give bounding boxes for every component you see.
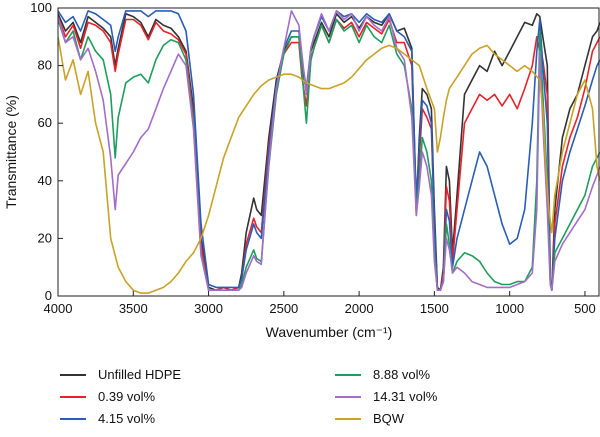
series-line-3: [58, 10, 600, 292]
series-line-4: [58, 18, 600, 292]
legend-item: BQW: [335, 411, 405, 426]
series-layer: [58, 10, 600, 294]
x-axis-title: Wavenumber (cm⁻¹): [266, 324, 393, 340]
legend-item: 4.15 vol%: [60, 411, 156, 426]
legend-item: 14.31 vol%: [335, 389, 438, 404]
y-axis-title: Transmittance (%): [3, 95, 19, 209]
x-tick-label: 2000: [345, 301, 374, 316]
series-line-1: [58, 13, 600, 292]
x-tick-label: 1500: [420, 301, 449, 316]
legend: Unfilled HDPE 0.39 vol% 4.15 vol% 8.88 vol%…: [60, 367, 438, 426]
series-line-6: [58, 36, 600, 294]
series-line-5: [58, 10, 600, 292]
legend-label: Unfilled HDPE: [98, 367, 181, 382]
legend-label: 14.31 vol%: [373, 389, 438, 404]
plot-frame: [57, 7, 600, 297]
x-tick-label: 1000: [495, 301, 524, 316]
legend-label: BQW: [373, 411, 405, 426]
x-tick-label: 4000: [44, 301, 73, 316]
y-tick-label: 100: [30, 0, 52, 15]
y-tick-label: 60: [38, 115, 52, 130]
x-tick-label: 3500: [119, 301, 148, 316]
x-tick-label: 3000: [194, 301, 223, 316]
y-tick-label: 20: [38, 230, 52, 245]
y-tick-label: 80: [38, 58, 52, 73]
y-tick-label: 0: [45, 288, 52, 303]
legend-label: 4.15 vol%: [98, 411, 156, 426]
series-line-2: [58, 16, 600, 292]
legend-item: 8.88 vol%: [335, 367, 431, 382]
legend-label: 8.88 vol%: [373, 367, 431, 382]
legend-label: 0.39 vol%: [98, 389, 156, 404]
x-tick-label: 2500: [269, 301, 298, 316]
legend-item: Unfilled HDPE: [60, 367, 181, 382]
legend-item: 0.39 vol%: [60, 389, 156, 404]
x-tick-label: 500: [574, 301, 596, 316]
tick-layer: 4000 3500 3000 2500 2000 1500 1000 500 0 20 40 60 80…: [30, 0, 595, 316]
y-tick-label: 40: [38, 173, 52, 188]
